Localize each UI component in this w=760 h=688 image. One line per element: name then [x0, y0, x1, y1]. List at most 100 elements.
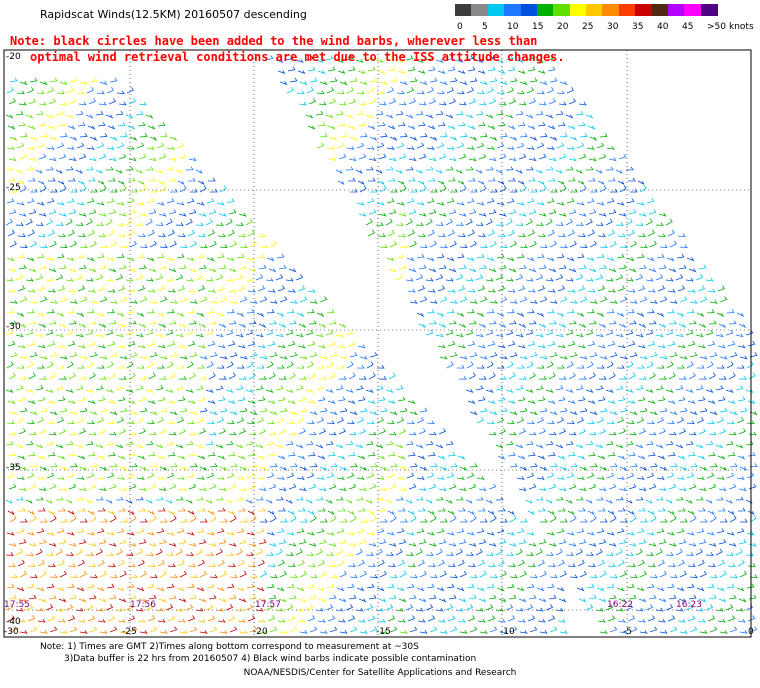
wind-barb [67, 452, 76, 457]
wind-barb [278, 428, 287, 435]
wind-barb [37, 396, 46, 402]
wind-barb [57, 618, 66, 623]
wind-barb [318, 323, 327, 329]
wind-barb [97, 122, 106, 127]
wind-barb [269, 351, 278, 358]
wind-barb [168, 209, 177, 215]
wind-barb [536, 416, 544, 424]
wind-barb [667, 452, 676, 457]
wind-barb [48, 594, 57, 600]
wind-barb [728, 431, 737, 436]
wind-barb [358, 375, 367, 380]
wind-barb [387, 452, 396, 457]
wind-barb [295, 444, 304, 449]
wind-barb [45, 499, 53, 504]
wind-barb [475, 169, 483, 174]
wind-barb [399, 629, 408, 634]
wind-barb [57, 396, 66, 402]
wind-barb [568, 98, 577, 105]
wind-barb [216, 416, 224, 424]
wind-barb [365, 166, 374, 171]
wind-barb [546, 531, 555, 536]
wind-barb [139, 244, 148, 249]
wind-barb [499, 81, 508, 86]
wind-barb [289, 77, 298, 83]
wind-barb [249, 626, 258, 633]
wind-barb [356, 364, 365, 369]
wind-barb [418, 428, 427, 435]
wind-barb [287, 66, 296, 72]
wind-barb [727, 452, 736, 457]
wind-barb [728, 483, 737, 490]
wind-barb [619, 629, 628, 634]
wind-barb [86, 583, 95, 589]
wind-barb [437, 618, 446, 623]
wind-barb [575, 274, 584, 281]
wind-barb [308, 98, 317, 105]
wind-barb [317, 70, 326, 75]
wind-barb [517, 559, 525, 567]
wind-barb [647, 340, 656, 347]
wind-barb [106, 531, 115, 536]
wind-barb [105, 388, 114, 393]
wind-barb [68, 483, 77, 490]
wind-barb [666, 420, 675, 425]
wind-barb [138, 598, 147, 603]
wind-barb [557, 507, 566, 512]
wind-barb [157, 344, 166, 349]
wind-barb [189, 515, 197, 523]
wind-barb [387, 66, 396, 72]
wind-barb [345, 388, 354, 393]
wind-barb [665, 329, 674, 336]
wind-barb [718, 598, 727, 603]
wind-barb [126, 361, 134, 369]
wind-barb [48, 268, 57, 273]
wind-barb [145, 277, 154, 282]
wind-barb [498, 153, 507, 160]
wind-barb [295, 385, 304, 391]
wind-barb [28, 209, 37, 215]
wind-barb [106, 198, 115, 204]
wind-barb [515, 333, 524, 338]
wind-barb [278, 264, 287, 270]
wind-barb [408, 594, 417, 600]
wind-barb [715, 333, 724, 338]
wind-barb [137, 233, 146, 237]
wind-barb [480, 518, 488, 523]
wind-barb [475, 333, 484, 338]
wind-barb [508, 209, 517, 215]
wind-barb [279, 296, 288, 303]
wind-barb [395, 110, 404, 116]
wind-barb [195, 169, 203, 174]
wind-barb [236, 416, 244, 424]
wind-barb [356, 587, 365, 592]
wind-barb [5, 499, 13, 504]
wind-barb [127, 452, 136, 457]
wind-barb [468, 542, 477, 547]
wind-barb [465, 552, 474, 556]
wind-barb [506, 198, 515, 204]
wind-barb [368, 209, 377, 215]
wind-barb [597, 285, 606, 292]
wind-barb [687, 400, 696, 405]
wind-barb [5, 552, 14, 556]
wind-barb [77, 180, 85, 185]
scale-color-swatch [684, 4, 702, 16]
wind-barb [217, 559, 225, 567]
wind-barb [35, 222, 44, 226]
wind-barb [319, 355, 328, 360]
wind-barb [336, 528, 345, 534]
wind-barb [506, 361, 514, 369]
wind-barb [456, 201, 465, 206]
wind-barb [619, 466, 628, 471]
wind-barb [189, 411, 198, 416]
wind-barb [66, 146, 75, 150]
wind-barb [288, 268, 297, 273]
wind-barb [49, 77, 58, 83]
wind-barb [507, 563, 516, 567]
wind-barb [538, 101, 547, 106]
wind-barb [525, 552, 534, 556]
wind-barb [218, 487, 227, 492]
wind-barb [526, 86, 534, 94]
wind-barb [676, 364, 685, 369]
